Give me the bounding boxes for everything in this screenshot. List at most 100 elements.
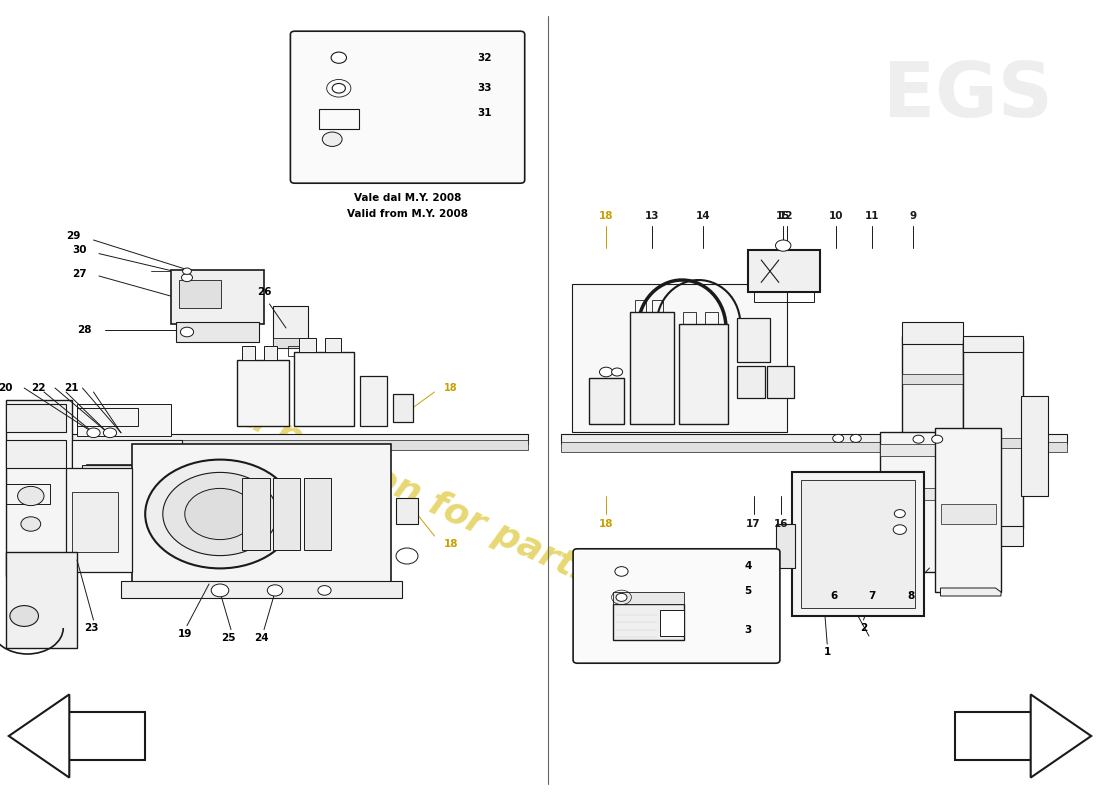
Text: 18: 18 <box>598 211 614 221</box>
Bar <box>44 440 528 450</box>
Circle shape <box>332 83 345 93</box>
Bar <box>319 109 359 129</box>
Circle shape <box>185 488 255 539</box>
Bar <box>6 404 66 432</box>
Circle shape <box>183 268 191 274</box>
Text: 25: 25 <box>221 633 236 642</box>
Bar <box>72 492 182 512</box>
Text: Vale dal M.Y. 2008: Vale dal M.Y. 2008 <box>354 193 461 202</box>
Circle shape <box>180 327 194 337</box>
Bar <box>44 434 528 444</box>
Circle shape <box>21 517 41 531</box>
Polygon shape <box>82 466 192 512</box>
Text: a passion for parts: a passion for parts <box>236 399 600 593</box>
Bar <box>683 312 696 324</box>
Circle shape <box>615 566 628 576</box>
Bar <box>635 300 646 312</box>
Text: Valid from M.Y. 2008: Valid from M.Y. 2008 <box>348 209 469 218</box>
Circle shape <box>893 525 906 534</box>
Text: 16: 16 <box>773 519 789 529</box>
Bar <box>630 312 674 424</box>
Bar <box>902 532 962 552</box>
Bar <box>273 338 308 348</box>
Bar <box>613 592 684 604</box>
Circle shape <box>913 435 924 443</box>
Bar <box>242 346 255 360</box>
Bar <box>148 511 176 538</box>
Text: 14: 14 <box>695 211 711 221</box>
Text: 13: 13 <box>645 211 660 221</box>
Bar <box>393 394 412 422</box>
Circle shape <box>776 240 791 251</box>
Bar <box>613 604 684 640</box>
Bar <box>58 712 145 760</box>
Text: 32: 32 <box>477 53 492 62</box>
Bar <box>561 434 1067 444</box>
Bar <box>6 552 77 648</box>
Bar <box>588 378 624 424</box>
Bar <box>660 610 684 636</box>
Bar <box>72 492 118 552</box>
Bar <box>754 290 814 302</box>
Bar <box>121 581 402 598</box>
Bar <box>902 336 962 544</box>
Text: 18: 18 <box>444 383 458 393</box>
Bar <box>304 478 331 550</box>
Bar <box>6 440 66 468</box>
Text: 18: 18 <box>443 539 459 549</box>
Bar <box>176 322 258 342</box>
Bar <box>962 336 1023 352</box>
Circle shape <box>850 434 861 442</box>
Text: 28: 28 <box>77 326 92 335</box>
Circle shape <box>612 368 623 376</box>
Circle shape <box>833 434 844 442</box>
Bar <box>77 404 170 436</box>
Bar <box>396 498 418 524</box>
Text: 2: 2 <box>860 623 867 633</box>
Text: 26: 26 <box>256 287 272 297</box>
Bar <box>264 346 277 360</box>
Bar <box>748 250 820 292</box>
Text: 23: 23 <box>84 623 99 633</box>
Bar <box>66 468 132 572</box>
Bar <box>132 444 390 584</box>
Bar <box>902 434 962 444</box>
Circle shape <box>322 132 342 146</box>
Bar <box>86 464 152 500</box>
Polygon shape <box>9 694 69 778</box>
Bar <box>880 444 940 456</box>
Circle shape <box>103 428 117 438</box>
Bar <box>962 340 1023 528</box>
Text: 21: 21 <box>64 383 79 393</box>
FancyBboxPatch shape <box>573 549 780 663</box>
Text: 11: 11 <box>865 211 880 221</box>
Bar <box>6 400 72 576</box>
Bar <box>801 480 915 608</box>
Bar <box>179 280 221 308</box>
Bar <box>72 440 182 512</box>
Bar <box>148 534 176 546</box>
Text: 18: 18 <box>598 519 614 529</box>
Text: 27: 27 <box>72 269 87 278</box>
Bar <box>880 488 940 500</box>
Text: 29: 29 <box>66 231 81 241</box>
Text: 24: 24 <box>254 633 270 642</box>
Text: 17: 17 <box>746 519 761 529</box>
Bar <box>737 318 770 362</box>
Bar <box>902 322 962 344</box>
Bar <box>962 526 1023 546</box>
Bar <box>767 366 794 398</box>
Bar <box>902 374 962 384</box>
Text: 4: 4 <box>744 561 751 571</box>
Bar <box>360 376 387 426</box>
Bar <box>572 284 786 432</box>
Bar <box>288 346 301 356</box>
Text: 22: 22 <box>31 383 46 393</box>
Bar <box>561 442 1067 452</box>
FancyBboxPatch shape <box>290 31 525 183</box>
Bar <box>242 478 270 550</box>
Bar <box>737 366 764 398</box>
Circle shape <box>182 274 192 282</box>
Text: 30: 30 <box>72 246 87 255</box>
Circle shape <box>10 606 38 626</box>
